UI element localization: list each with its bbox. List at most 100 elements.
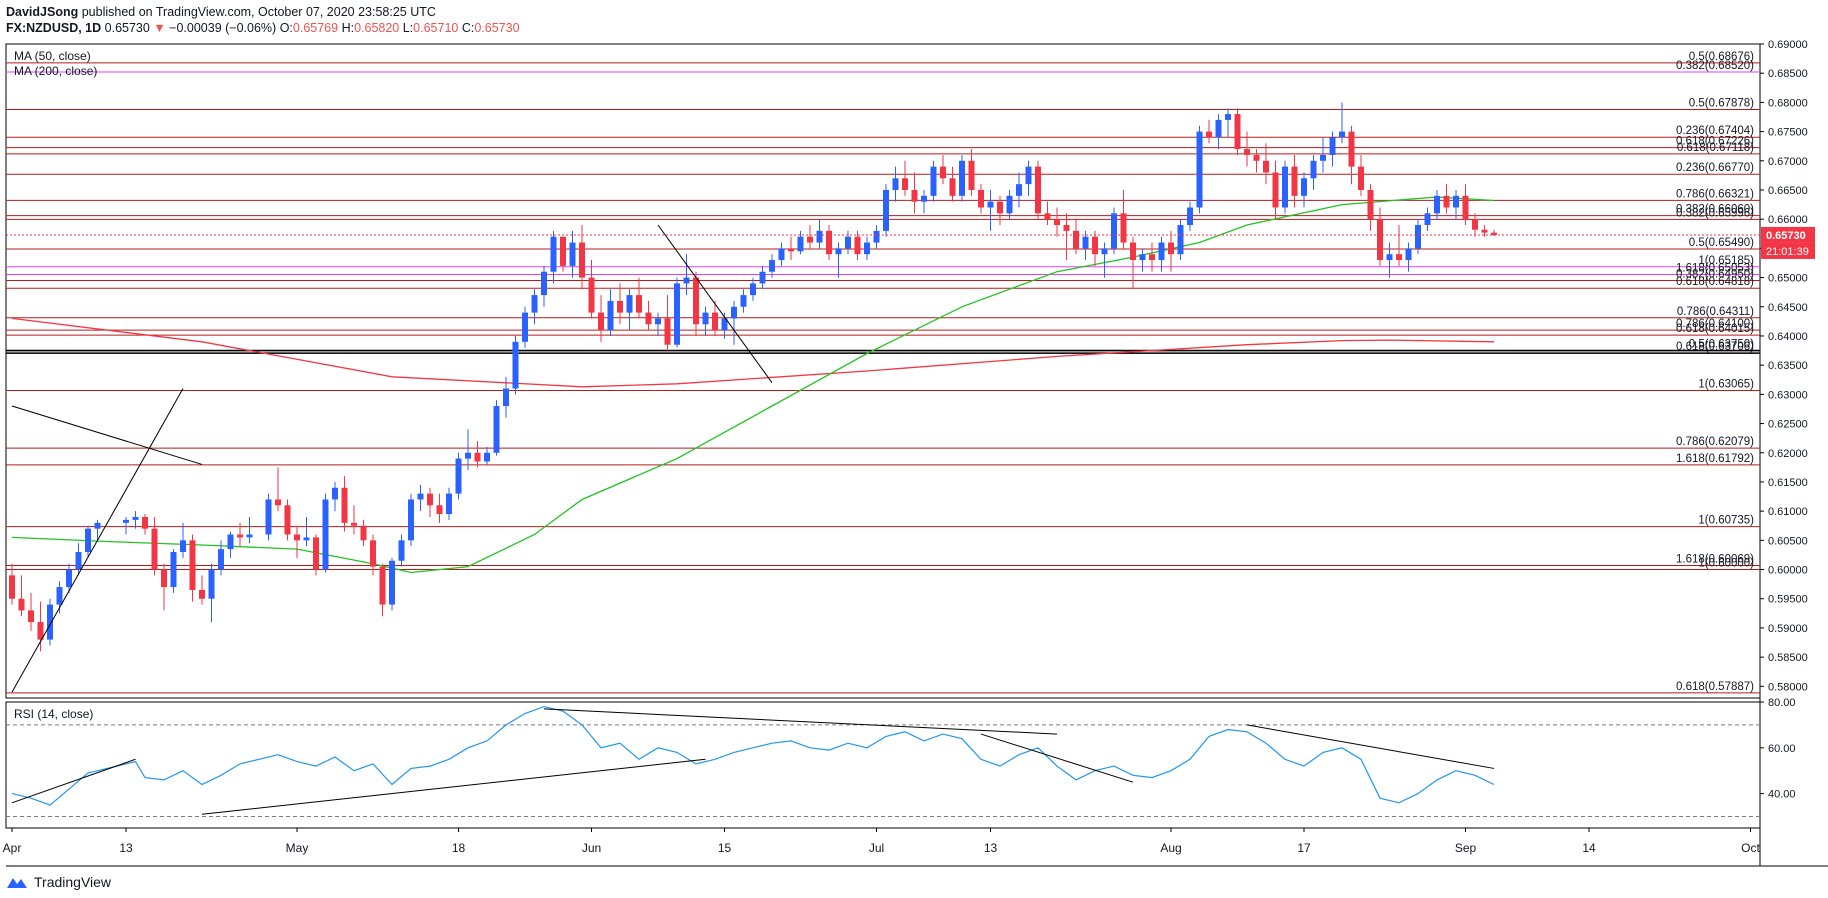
candle[interactable] — [484, 446, 490, 465]
candle[interactable] — [997, 195, 1003, 226]
candle[interactable] — [503, 376, 509, 418]
candle[interactable] — [427, 487, 433, 517]
candle[interactable] — [1168, 230, 1174, 272]
candle[interactable] — [930, 160, 937, 202]
candle[interactable] — [170, 549, 177, 593]
candle[interactable] — [294, 525, 300, 558]
rsi-title[interactable]: RSI (14, close) — [14, 707, 93, 721]
candle[interactable] — [1453, 189, 1459, 220]
candle[interactable] — [408, 493, 414, 547]
legend-ma50[interactable]: MA (50, close) — [14, 49, 91, 63]
candle[interactable] — [246, 516, 253, 544]
candle[interactable] — [531, 289, 538, 325]
candle[interactable] — [655, 312, 661, 336]
price-pane[interactable] — [5, 43, 1761, 699]
candle[interactable] — [522, 306, 528, 348]
candle[interactable] — [332, 481, 338, 512]
candle[interactable] — [237, 522, 243, 547]
candle[interactable] — [541, 265, 547, 307]
candle[interactable] — [626, 289, 633, 331]
candle[interactable] — [465, 429, 471, 471]
candle[interactable] — [161, 563, 167, 611]
rsi-line[interactable] — [11, 705, 1495, 806]
rsi-trendline[interactable] — [201, 758, 706, 815]
author-name[interactable]: DavidJSong — [6, 5, 79, 19]
candle[interactable] — [636, 277, 642, 319]
candle[interactable] — [683, 254, 690, 296]
candle[interactable] — [1101, 242, 1108, 278]
candle[interactable] — [1063, 213, 1070, 261]
candle[interactable] — [398, 534, 405, 567]
candle[interactable] — [835, 242, 842, 278]
candle[interactable] — [275, 467, 281, 512]
candle[interactable] — [1377, 207, 1383, 266]
rsi-trendline[interactable] — [1246, 724, 1495, 769]
candle[interactable] — [37, 601, 44, 652]
candle[interactable] — [379, 563, 386, 617]
candle[interactable] — [1035, 160, 1041, 220]
candle[interactable] — [854, 230, 861, 261]
candle[interactable] — [1253, 149, 1260, 173]
ma50-line[interactable] — [11, 196, 1495, 574]
price-axis[interactable]: 0.69000 0.68500 0.68000 0.67500 0.67000 0.665… — [1760, 39, 1808, 693]
candle[interactable] — [816, 219, 823, 249]
candle[interactable] — [550, 230, 557, 284]
candle[interactable] — [493, 400, 500, 456]
candle[interactable] — [750, 277, 756, 301]
symbol-label[interactable]: FX:NZDUSD, 1D — [6, 21, 102, 35]
candle[interactable] — [1358, 154, 1364, 196]
candle[interactable] — [18, 575, 25, 617]
candle[interactable] — [341, 476, 348, 532]
candle[interactable] — [1472, 213, 1478, 237]
candle[interactable] — [227, 531, 234, 558]
candle[interactable] — [1215, 114, 1222, 150]
candle[interactable] — [1025, 160, 1032, 196]
candle[interactable] — [940, 154, 946, 185]
candle[interactable] — [1386, 242, 1393, 278]
candle[interactable] — [598, 295, 604, 342]
candle[interactable] — [351, 505, 357, 535]
price-trendline[interactable] — [11, 405, 203, 465]
candle[interactable] — [322, 493, 329, 573]
candle[interactable] — [1434, 189, 1440, 220]
candle[interactable] — [826, 225, 832, 261]
candle[interactable] — [85, 525, 91, 558]
candle[interactable] — [474, 441, 481, 468]
candle[interactable] — [1272, 160, 1279, 220]
candle[interactable] — [1320, 137, 1326, 173]
candle[interactable] — [873, 225, 880, 249]
candle[interactable] — [1139, 248, 1146, 272]
candle[interactable] — [892, 166, 899, 202]
candle[interactable] — [1092, 230, 1098, 266]
candle[interactable] — [94, 519, 101, 541]
candle[interactable] — [512, 335, 519, 395]
candle[interactable] — [579, 225, 585, 290]
candle[interactable] — [1187, 201, 1193, 231]
candle[interactable] — [436, 493, 443, 523]
candle[interactable] — [1044, 201, 1051, 226]
candle[interactable] — [1225, 108, 1231, 138]
candle[interactable] — [303, 516, 310, 547]
candle[interactable] — [911, 172, 918, 214]
candle[interactable] — [446, 487, 452, 520]
candle[interactable] — [1481, 225, 1488, 237]
candle[interactable] — [968, 149, 975, 196]
candle[interactable] — [284, 499, 291, 541]
candle[interactable] — [218, 540, 224, 576]
candle[interactable] — [949, 166, 956, 202]
candle[interactable] — [28, 592, 34, 631]
candle[interactable] — [1348, 125, 1355, 185]
candle[interactable] — [607, 289, 614, 336]
candle[interactable] — [1016, 172, 1022, 208]
candle[interactable] — [759, 265, 766, 290]
candle[interactable] — [417, 484, 424, 512]
candle[interactable] — [1244, 131, 1250, 167]
candle[interactable] — [313, 534, 319, 576]
candle[interactable] — [1396, 225, 1402, 266]
candle[interactable] — [47, 598, 53, 646]
candle[interactable] — [1073, 219, 1079, 255]
candle[interactable] — [1130, 236, 1136, 290]
candle[interactable] — [1462, 184, 1469, 226]
candle[interactable] — [265, 493, 272, 541]
candle[interactable] — [987, 189, 994, 231]
